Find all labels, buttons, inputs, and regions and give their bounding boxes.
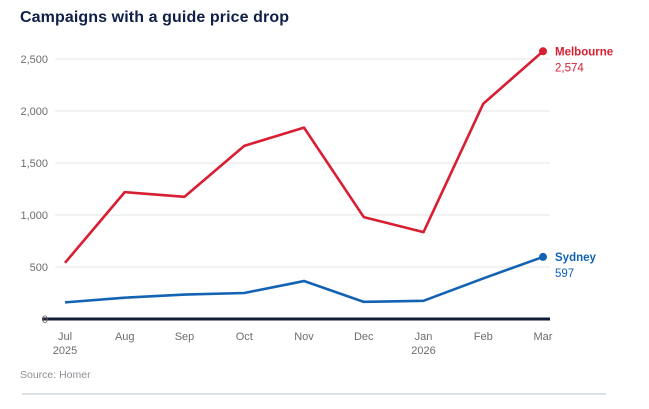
melbourne-series-value: 2,574 (555, 62, 584, 74)
x-axis-year-label: 2025 (53, 345, 77, 357)
sydney-line (64, 255, 544, 304)
x-axis-label: Dec (354, 331, 374, 343)
y-axis-label: 2,500 (20, 54, 48, 66)
sydney-series-label: Sydney (555, 252, 597, 264)
y-axis-label: 2,000 (20, 106, 48, 118)
campaigns-line-chart: 0 500 1,000 1,500 2,000 2,500 Jul 2025 Aug Sep Oct… (20, 46, 613, 357)
melbourne-end-dot (539, 47, 547, 56)
x-axis-label: Nov (294, 331, 314, 343)
melbourne-line (64, 50, 544, 264)
x-axis-label: Aug (115, 331, 135, 343)
y-axis-label: 1,000 (20, 210, 48, 222)
x-axis-label: Mar (534, 331, 553, 343)
chart-title: Campaigns with a guide price drop (20, 9, 290, 26)
sydney-series-value: 597 (555, 268, 574, 280)
x-axis-year-label: 2026 (411, 345, 435, 357)
x-axis-label: Feb (474, 331, 493, 343)
x-axis-label: Oct (236, 331, 253, 343)
source-note: Source: Homer (20, 369, 91, 381)
bottom-divider (22, 393, 606, 395)
sydney-end-dot (539, 252, 547, 261)
x-axis-label: Sep (175, 331, 195, 343)
y-axis-label: 0 (42, 314, 48, 326)
x-axis-label: Jul (58, 331, 72, 343)
melbourne-series-label: Melbourne (555, 46, 613, 58)
y-axis-label: 1,500 (20, 158, 48, 170)
x-axis-label: Jan (415, 331, 433, 343)
y-axis-label: 500 (30, 262, 48, 274)
